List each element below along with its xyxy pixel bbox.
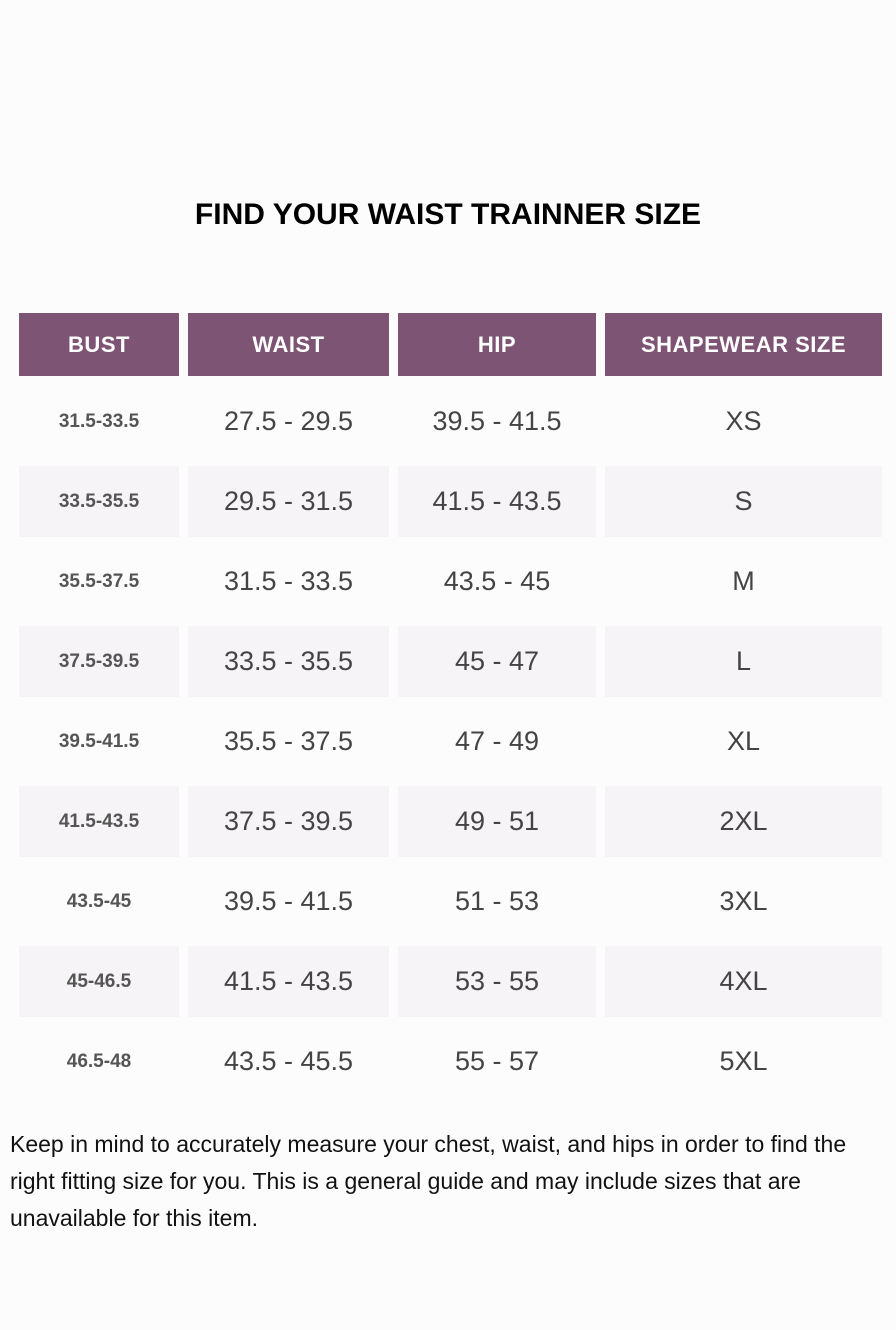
table-row: 31.5-33.5 27.5 - 29.5 39.5 - 41.5 XS <box>19 386 882 457</box>
header-waist: WAIST <box>188 313 389 376</box>
cell-size: L <box>605 626 882 697</box>
cell-size: 4XL <box>605 946 882 1017</box>
cell-waist: 39.5 - 41.5 <box>223 886 354 916</box>
cell-bust: 43.5-45 <box>66 890 132 912</box>
table-row: 35.5-37.5 31.5 - 33.5 43.5 - 45 M <box>19 546 882 617</box>
cell-hip: 55 - 57 <box>454 1046 540 1076</box>
cell-waist: 41.5 - 43.5 <box>188 946 389 1017</box>
cell-bust: 35.5-37.5 <box>58 570 140 592</box>
cell-size: XS <box>725 406 762 436</box>
cell-hip: 39.5 - 41.5 <box>432 406 562 436</box>
cell-bust: 46.5-48 <box>66 1050 132 1072</box>
cell-waist: 37.5 - 39.5 <box>188 786 389 857</box>
table-row: 41.5-43.5 37.5 - 39.5 49 - 51 2XL <box>19 786 882 857</box>
cell-bust: 45-46.5 <box>19 946 179 1017</box>
table-header: BUST WAIST HIP SHAPEWEAR SIZE <box>19 313 882 376</box>
table-row: 37.5-39.5 33.5 - 35.5 45 - 47 L <box>19 626 882 697</box>
cell-waist: 29.5 - 31.5 <box>188 466 389 537</box>
table-row: 39.5-41.5 35.5 - 37.5 47 - 49 XL <box>19 706 882 777</box>
header-hip: HIP <box>398 313 596 376</box>
cell-size: XL <box>726 726 761 756</box>
cell-bust: 31.5-33.5 <box>58 410 140 432</box>
cell-hip: 51 - 53 <box>454 886 540 916</box>
cell-bust: 33.5-35.5 <box>19 466 179 537</box>
cell-hip: 41.5 - 43.5 <box>398 466 596 537</box>
cell-bust: 39.5-41.5 <box>58 730 140 752</box>
cell-waist: 35.5 - 37.5 <box>223 726 354 756</box>
cell-size: 3XL <box>719 886 768 916</box>
cell-hip: 47 - 49 <box>454 726 540 756</box>
cell-size: 2XL <box>605 786 882 857</box>
table-row: 43.5-45 39.5 - 41.5 51 - 53 3XL <box>19 866 882 937</box>
cell-hip: 45 - 47 <box>398 626 596 697</box>
header-bust: BUST <box>19 313 179 376</box>
cell-size: S <box>605 466 882 537</box>
cell-hip: 49 - 51 <box>398 786 596 857</box>
table-row: 46.5-48 43.5 - 45.5 55 - 57 5XL <box>19 1026 882 1097</box>
cell-hip: 43.5 - 45 <box>443 566 551 596</box>
table-row: 33.5-35.5 29.5 - 31.5 41.5 - 43.5 S <box>19 466 882 537</box>
cell-hip: 53 - 55 <box>398 946 596 1017</box>
cell-size: M <box>732 566 755 596</box>
header-shapewear-size: SHAPEWEAR SIZE <box>605 313 882 376</box>
sizing-note: Keep in mind to accurately measure your … <box>10 1131 847 1231</box>
cell-bust: 41.5-43.5 <box>19 786 179 857</box>
table-row: 45-46.5 41.5 - 43.5 53 - 55 4XL <box>19 946 882 1017</box>
cell-size: 5XL <box>719 1046 768 1076</box>
cell-waist: 31.5 - 33.5 <box>223 566 354 596</box>
cell-waist: 27.5 - 29.5 <box>223 406 354 436</box>
page-title: FIND YOUR WAIST TRAINNER SIZE <box>194 198 702 231</box>
size-chart-table: BUST WAIST HIP SHAPEWEAR SIZE 31.5-33.5 2… <box>19 313 882 1106</box>
cell-bust: 37.5-39.5 <box>19 626 179 697</box>
cell-waist: 43.5 - 45.5 <box>223 1046 354 1076</box>
cell-waist: 33.5 - 35.5 <box>188 626 389 697</box>
